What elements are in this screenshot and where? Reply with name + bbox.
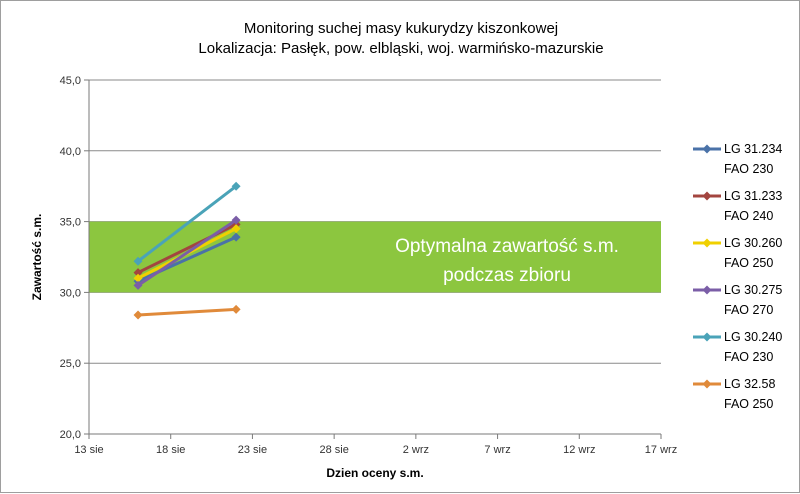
- optimal-band-rect: [89, 221, 661, 293]
- axes: 20,0 25,0 30,0 35,0 40,0 45,0 13 sie 18 sie 23 s…: [30, 75, 677, 480]
- optimal-band: Optymalna zawartość s.m. podczas zbioru: [89, 221, 661, 293]
- legend-label: LG 32.58: [724, 377, 775, 391]
- y-tick-label: 30,0: [60, 287, 81, 299]
- legend-label: FAO 240: [724, 209, 773, 223]
- legend-swatch-marker: [702, 191, 712, 201]
- legend-label: LG 30.275: [724, 283, 782, 297]
- series-lines: [133, 181, 241, 320]
- x-tick-label: 13 sie: [74, 444, 103, 456]
- legend-label: FAO 230: [724, 350, 773, 364]
- y-axis-title: Zawartość s.m.: [30, 214, 44, 301]
- legend-label: FAO 270: [724, 303, 773, 317]
- series-point: [231, 304, 241, 314]
- series-point: [231, 224, 241, 234]
- optimal-band-label: Optymalna zawartość s.m.: [395, 236, 619, 257]
- series-point: [133, 268, 143, 278]
- series-point: [133, 280, 143, 290]
- legend: LG 31.234 FAO 230 LG 31.233 FAO 240 LG 30.26…: [693, 142, 782, 411]
- x-tick-label: 7 wrz: [484, 444, 510, 456]
- legend-swatch-marker: [702, 238, 712, 248]
- series-line: [137, 307, 237, 317]
- legend-swatch-marker: [702, 285, 712, 295]
- chart-title: Monitoring suchej masy kukurydzy kiszonk…: [198, 20, 603, 57]
- chart-title-line: Lokalizacja: Pasłęk, pow. elbląski, woj.…: [198, 40, 603, 57]
- series-line: [137, 218, 237, 287]
- y-tick-label: 35,0: [60, 217, 81, 229]
- x-tick-label: 23 sie: [238, 444, 267, 456]
- chart-title-line: Monitoring suchej masy kukurydzy kiszonk…: [244, 20, 558, 37]
- series-line: [137, 185, 237, 263]
- legend-label: LG 31.233: [724, 189, 782, 203]
- series-point: [133, 273, 143, 283]
- x-tick-label: 18 sie: [156, 444, 185, 456]
- series-point: [231, 181, 241, 191]
- y-tick-label: 25,0: [60, 358, 81, 370]
- y-tick-label: 20,0: [60, 429, 81, 441]
- x-tick-label: 17 wrz: [645, 444, 677, 456]
- legend-label: LG 30.260: [724, 236, 782, 250]
- legend-swatch-marker: [702, 144, 712, 154]
- series-point: [133, 256, 143, 266]
- y-tick-label: 40,0: [60, 146, 81, 158]
- series-point: [133, 310, 143, 320]
- legend-label: FAO 250: [724, 397, 773, 411]
- x-axis-title: Dzien oceny s.m.: [326, 466, 423, 480]
- legend-swatch-marker: [702, 332, 712, 342]
- series-point: [231, 232, 241, 242]
- legend-swatch-marker: [702, 379, 712, 389]
- series-point: [231, 215, 241, 225]
- legend-label: LG 30.240: [724, 330, 782, 344]
- legend-label: LG 31.234: [724, 142, 782, 156]
- legend-label: FAO 250: [724, 256, 773, 270]
- x-tick-label: 12 wrz: [563, 444, 595, 456]
- y-tick-label: 45,0: [60, 75, 81, 87]
- legend-label: FAO 230: [724, 162, 773, 176]
- x-tick-label: 28 sie: [319, 444, 348, 456]
- x-tick-label: 2 wrz: [403, 444, 429, 456]
- optimal-band-label: podczas zbioru: [443, 265, 571, 286]
